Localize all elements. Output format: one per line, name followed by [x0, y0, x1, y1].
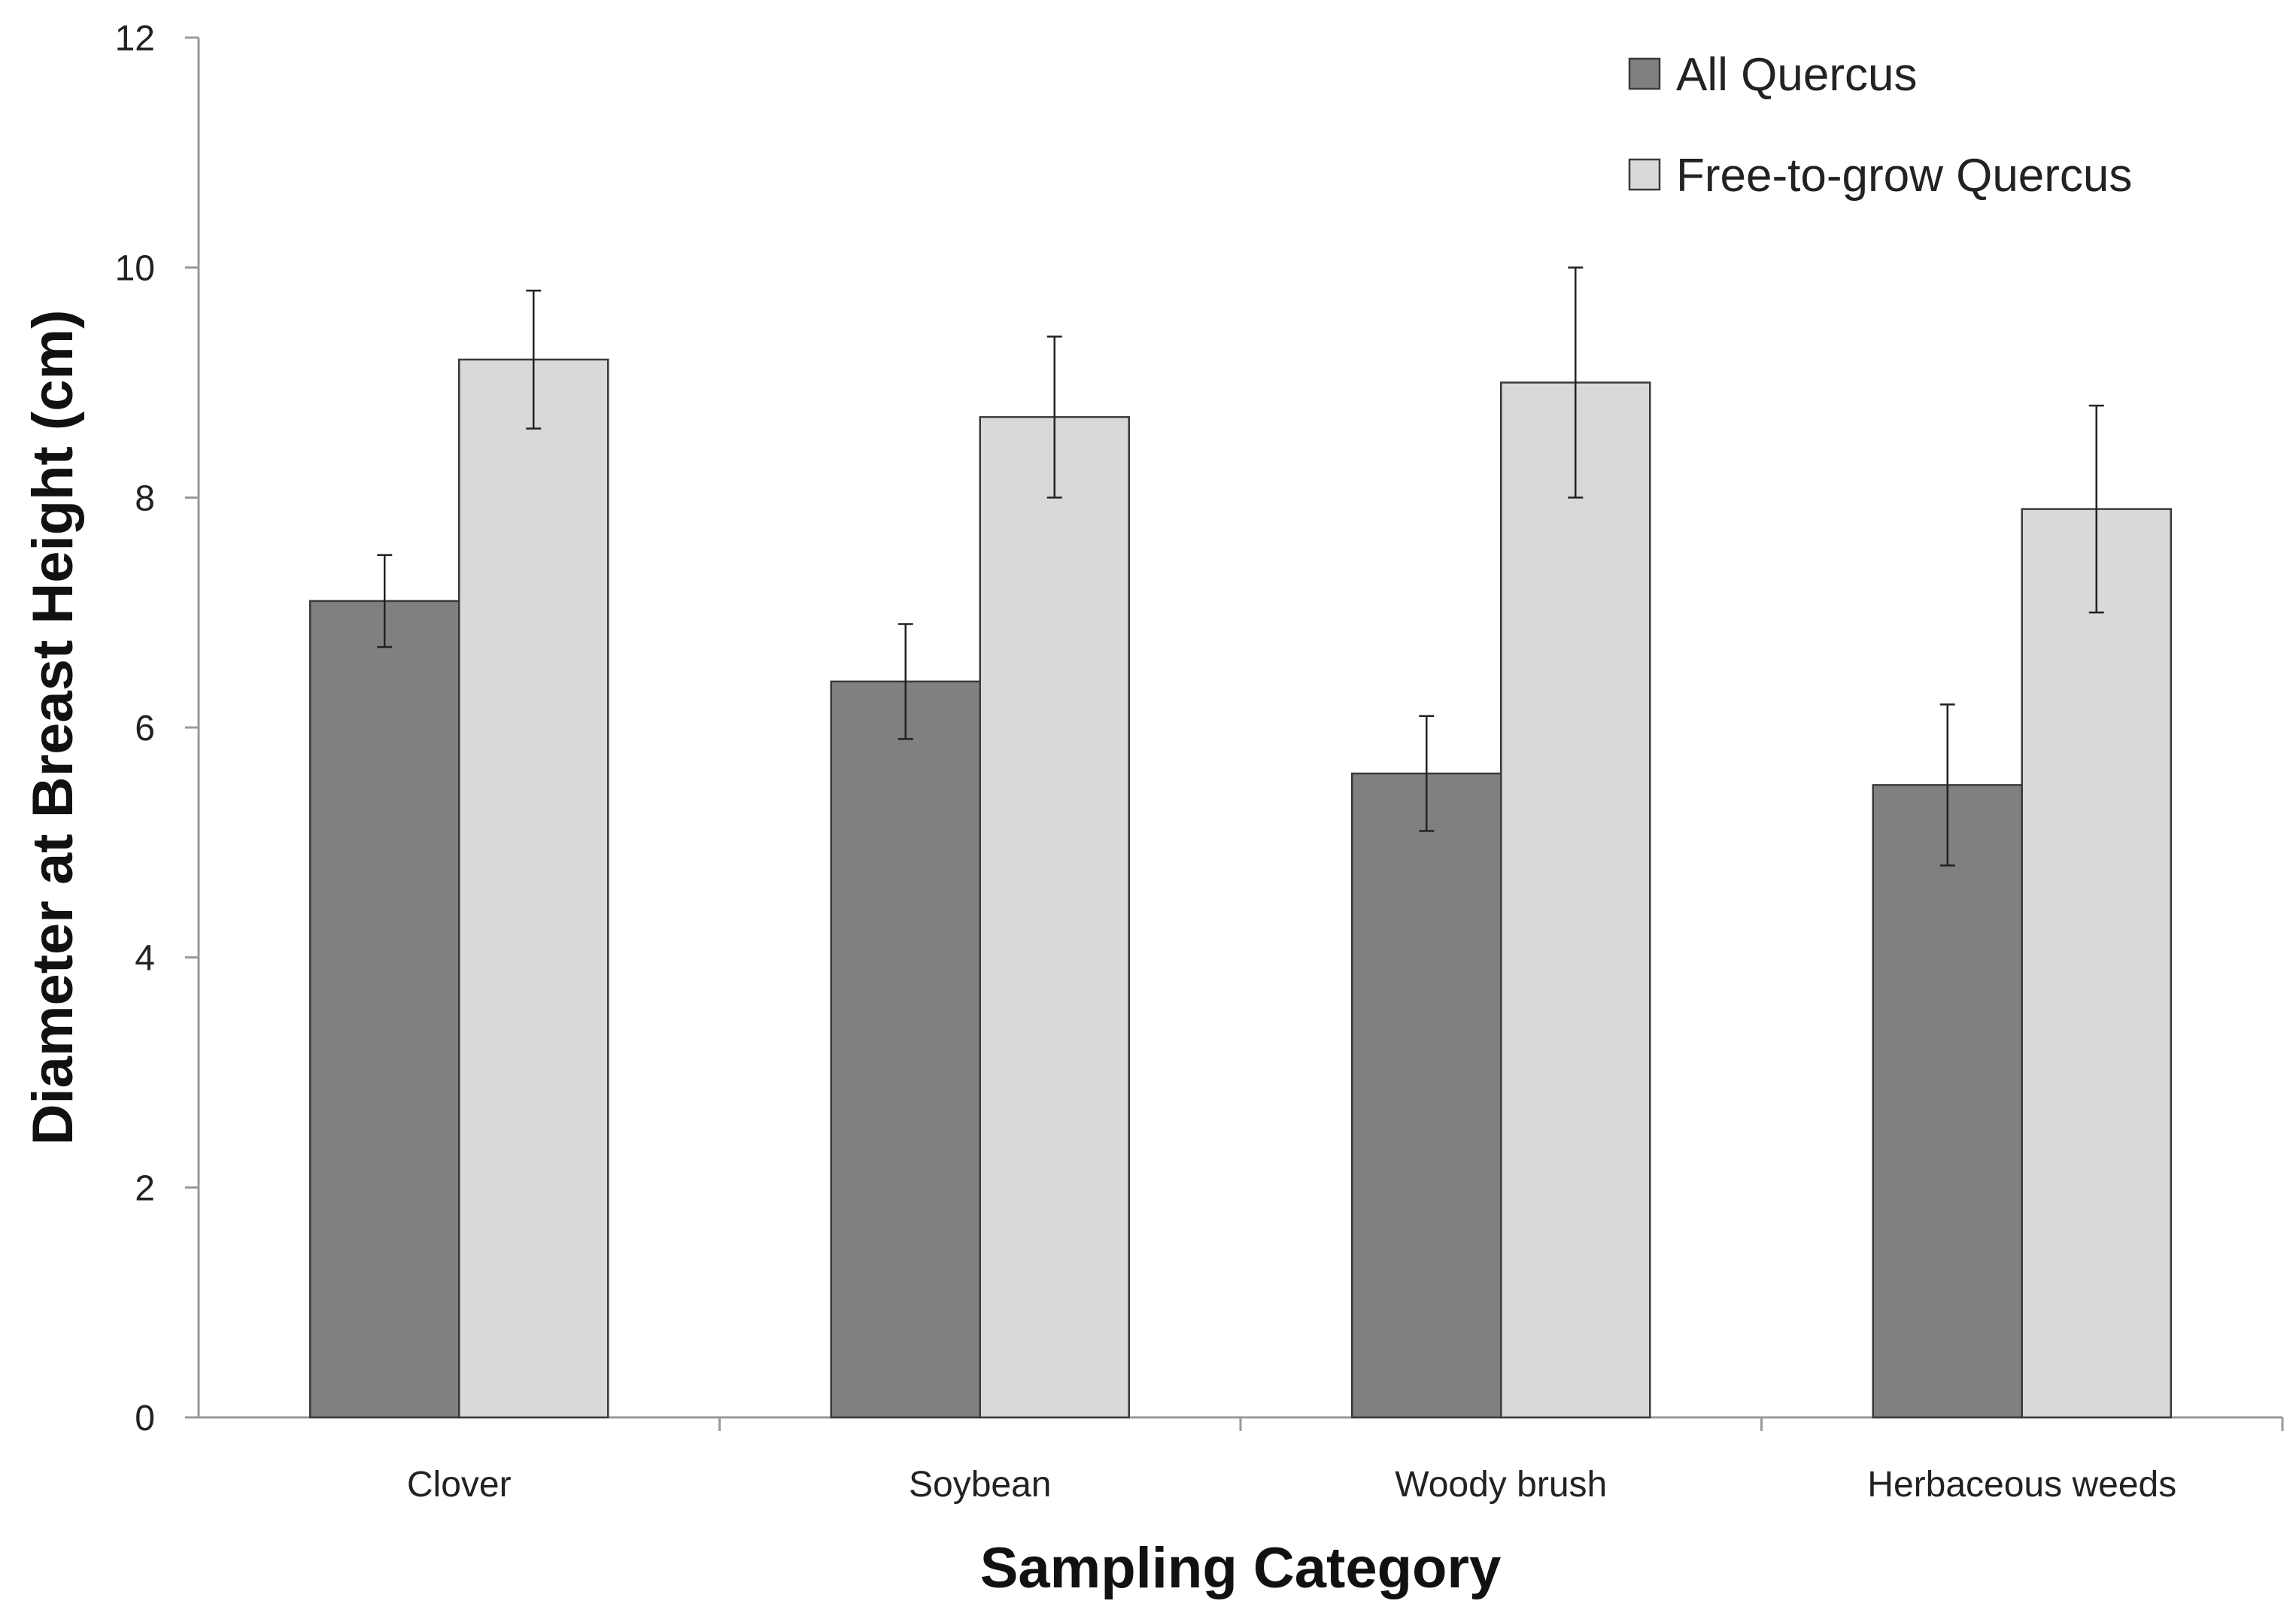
category-label: Woody brush	[1395, 1465, 1607, 1505]
legend-label: All Quercus	[1676, 49, 1917, 101]
y-ticks: 0 2 4 6 8 10 12	[115, 19, 199, 1438]
y-tick-label: 10	[115, 249, 155, 289]
bar	[2021, 508, 2172, 1419]
bar	[1872, 784, 2023, 1419]
category-label: Clover	[407, 1465, 512, 1505]
legend: All Quercus Free-to-grow Quercus	[1628, 49, 2132, 202]
bar	[458, 358, 609, 1419]
y-tick-label: 6	[135, 709, 155, 749]
x-axis-title: Sampling Category	[980, 1536, 1502, 1600]
y-tick-label: 12	[115, 19, 155, 59]
y-tick-label: 8	[135, 478, 155, 518]
x-ticks	[718, 1417, 2284, 1431]
bar	[309, 600, 460, 1419]
bar	[979, 416, 1130, 1419]
bar	[1500, 381, 1651, 1419]
y-tick-label: 2	[135, 1168, 155, 1208]
bar	[1351, 772, 1502, 1419]
legend-swatch	[1628, 158, 1661, 191]
category-label: Soybean	[909, 1465, 1052, 1505]
y-tick-label: 0	[135, 1399, 155, 1438]
bars	[309, 358, 2172, 1419]
y-axis-title: Diameter at Breast Height (cm)	[21, 310, 85, 1146]
y-tick-label: 4	[135, 939, 155, 979]
category-labels: Clover Soybean Woody brush Herbaceous weeds	[407, 1465, 2176, 1505]
legend-label: Free-to-grow Quercus	[1676, 150, 2132, 202]
bar	[830, 680, 981, 1419]
legend-swatch	[1628, 57, 1661, 90]
category-label: Herbaceous weeds	[1867, 1465, 2176, 1505]
error-bars	[377, 266, 2104, 867]
